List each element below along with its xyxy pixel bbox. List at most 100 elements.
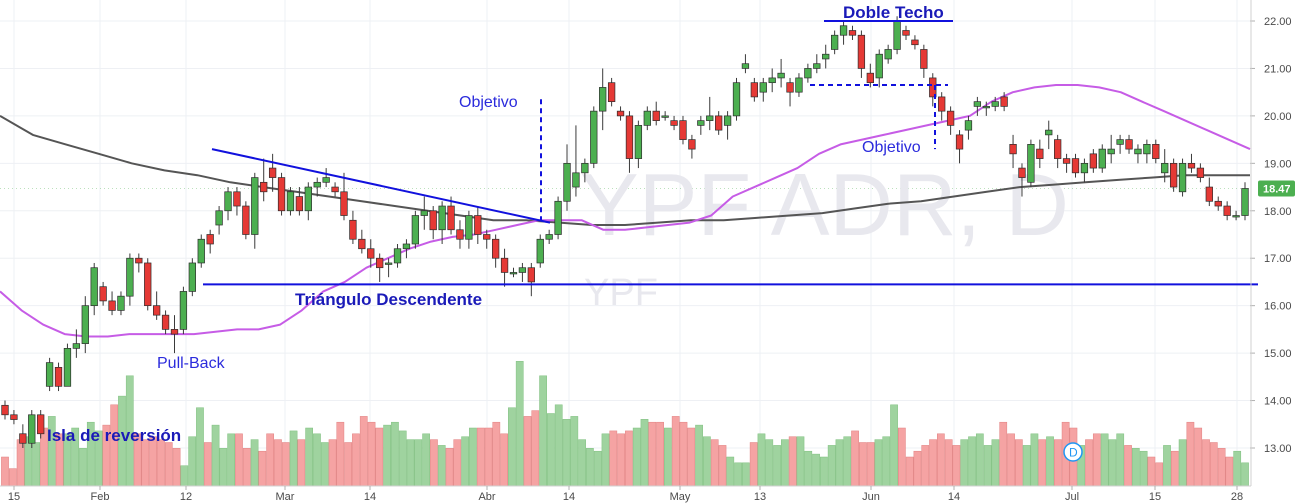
volume-bar: [1092, 433, 1101, 487]
candle-body: [536, 238, 544, 264]
candle-body: [411, 215, 420, 245]
event-marker[interactable]: D: [1063, 442, 1083, 462]
volume-bar: [983, 445, 992, 487]
volume-bar: [539, 375, 547, 487]
candle-body: [376, 257, 384, 269]
volume-bar: [687, 427, 696, 487]
volume-bar: [1170, 450, 1179, 487]
candle-body: [723, 115, 732, 126]
candle-body: [286, 191, 295, 212]
volume-bar: [110, 404, 119, 487]
candle-body: [251, 177, 259, 235]
candle-body: [590, 110, 598, 164]
candle-body: [474, 215, 482, 235]
volume-bar: [391, 421, 399, 487]
candle-body: [1205, 186, 1213, 202]
candle-body: [268, 167, 277, 178]
x-axis: 15 Feb 12 Mar 14 Abr 14 May 13 Jun 14 Jul 15 28: [0, 485, 1251, 503]
candle-body: [777, 72, 785, 79]
volume-bar: [1007, 433, 1015, 487]
volume-bar: [328, 439, 337, 487]
volume-bar: [944, 439, 953, 487]
volume-bar: [1225, 456, 1234, 487]
candle-body: [1143, 144, 1151, 155]
volume-bar: [172, 448, 181, 487]
volume-bar: [375, 427, 384, 487]
x-tick-label: 28: [1231, 491, 1243, 503]
volume-bar: [476, 427, 485, 487]
candle-body: [839, 25, 848, 36]
event-marker-label: D: [1069, 446, 1078, 460]
volume-bar: [812, 453, 820, 487]
candle-body: [1214, 200, 1222, 207]
candle-body: [322, 177, 330, 183]
candle-body: [349, 219, 357, 240]
y-tick-label: 13.00: [1264, 443, 1292, 455]
candle-body: [1161, 162, 1169, 174]
volume-bar: [461, 436, 469, 487]
x-tick-label: 14: [364, 491, 376, 503]
volume-bar: [898, 427, 906, 487]
volume-bar: [523, 416, 532, 487]
volume-bar: [1053, 439, 1062, 487]
candle-body: [465, 215, 473, 240]
candle-body: [10, 414, 18, 420]
candle-body: [857, 34, 866, 69]
candle-body: [875, 53, 883, 79]
volume-bar: [227, 433, 236, 487]
candle-body: [652, 110, 660, 121]
volume-bar: [851, 430, 859, 487]
volume-bar: [414, 439, 423, 487]
candle-body: [715, 115, 723, 131]
candle-body: [920, 49, 928, 69]
candle-body: [929, 77, 937, 98]
volume-bar: [508, 407, 516, 487]
volume-bar: [726, 456, 735, 487]
x-tick-label: 15: [1149, 491, 1161, 503]
y-tick-label: 17.00: [1264, 253, 1292, 265]
candle-body: [1018, 167, 1026, 178]
candle-body: [946, 110, 955, 126]
candle-body: [1080, 162, 1089, 174]
candle-body: [786, 82, 794, 93]
candle-body: [456, 229, 464, 240]
candle-body: [706, 115, 714, 121]
candle-body: [1009, 144, 1017, 155]
candle-body: [563, 162, 571, 202]
candle-body: [90, 267, 98, 307]
candle-body: [1089, 153, 1097, 169]
volume-bar: [913, 450, 922, 487]
candle-body: [554, 200, 562, 235]
volume-bar: [1163, 445, 1171, 487]
candle-body: [447, 205, 455, 231]
volume-bar: [586, 448, 594, 487]
triangle-resistance-line: [211, 148, 551, 224]
candle-body: [955, 134, 964, 150]
volume-bar: [921, 445, 930, 487]
candle-body: [1045, 129, 1053, 136]
volume-bar: [406, 439, 415, 487]
volume-bar: [991, 439, 1000, 487]
volume-bar: [445, 448, 454, 487]
candle-body: [911, 39, 919, 46]
volume-bar: [1085, 439, 1093, 487]
volume-bar: [796, 436, 805, 487]
volume-bar: [804, 450, 813, 487]
candle-body: [1, 404, 9, 416]
candle-body: [126, 257, 134, 297]
volume-bar: [344, 442, 352, 487]
candle-body: [37, 414, 45, 435]
volume-bar: [235, 433, 243, 487]
candle-body: [759, 82, 767, 93]
candle-body: [295, 196, 304, 212]
volume-bar: [609, 430, 618, 487]
candle-body: [527, 267, 535, 283]
volume-bar: [710, 439, 719, 487]
volume-bar: [336, 421, 345, 487]
volume-bar: [211, 424, 220, 487]
volume-bar: [1038, 439, 1047, 487]
event-marker-circle[interactable]: [1063, 442, 1083, 462]
volume-bar: [469, 427, 477, 487]
volume-bar: [656, 421, 664, 487]
